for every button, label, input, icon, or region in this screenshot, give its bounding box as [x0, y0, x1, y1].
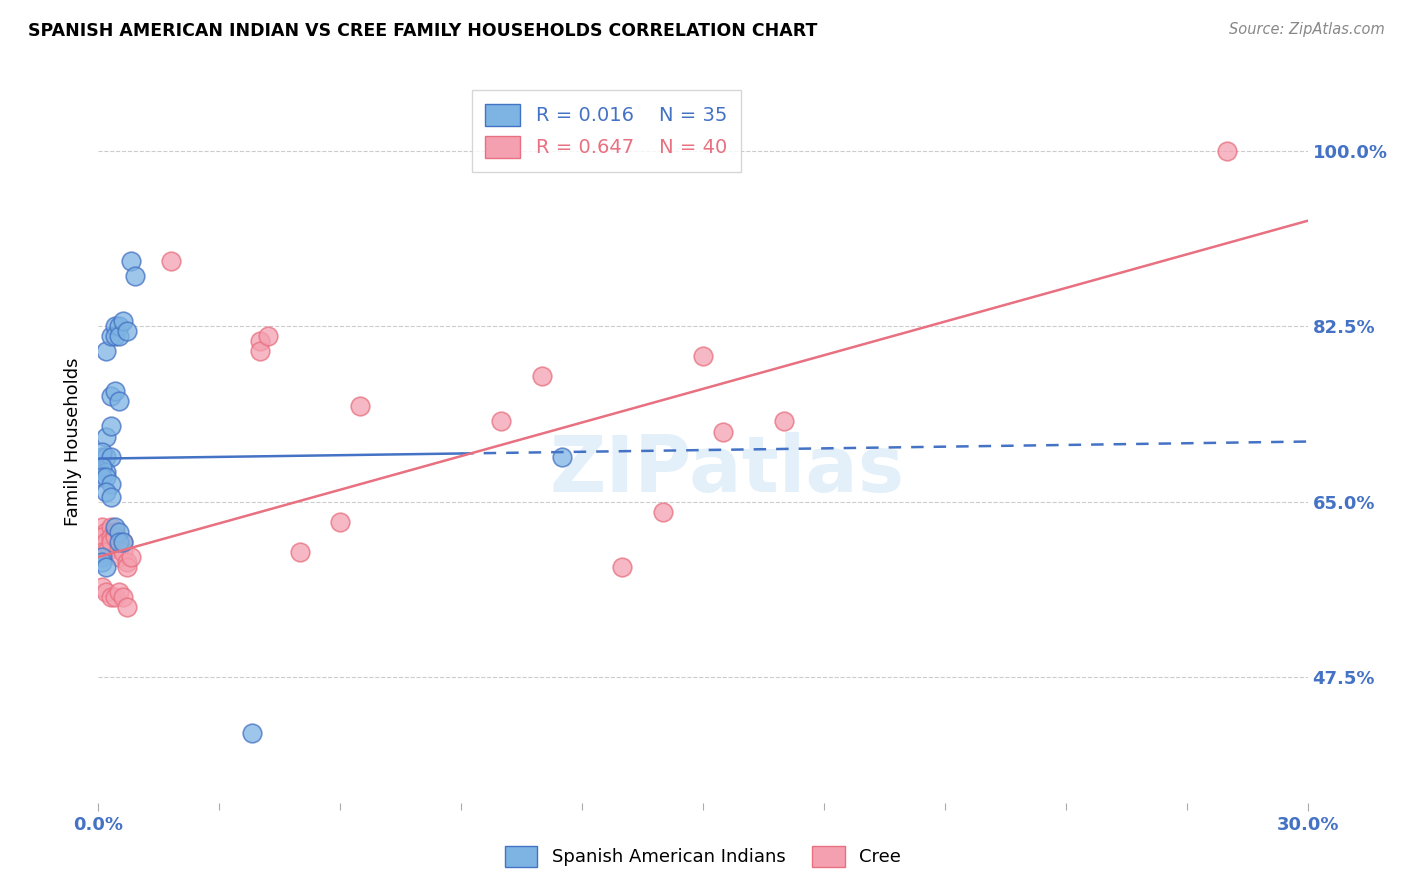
Point: [103, 520, 125, 534]
Point: [115, 600, 138, 615]
Point: [100, 419, 122, 434]
Point: [103, 530, 125, 544]
Point: [115, 555, 138, 569]
Point: [91, 555, 114, 569]
Point: [91, 444, 114, 458]
Point: [96, 450, 118, 464]
Point: [124, 268, 146, 283]
Point: [107, 549, 129, 564]
Point: [103, 319, 125, 334]
Point: [91, 549, 114, 564]
Point: [329, 515, 352, 529]
Point: [115, 560, 138, 574]
Legend: Spanish American Indians, Cree: Spanish American Indians, Cree: [498, 838, 908, 874]
Point: [107, 394, 129, 409]
Point: [551, 450, 574, 464]
Point: [111, 535, 134, 549]
Point: [111, 535, 134, 549]
Point: [107, 524, 129, 539]
Point: [96, 585, 118, 599]
Point: [288, 545, 311, 559]
Point: [96, 344, 118, 359]
Point: [249, 344, 271, 359]
Point: [111, 545, 134, 559]
Text: SPANISH AMERICAN INDIAN VS CREE FAMILY HOUSEHOLDS CORRELATION CHART: SPANISH AMERICAN INDIAN VS CREE FAMILY H…: [28, 22, 817, 40]
Point: [103, 524, 125, 539]
Point: [120, 254, 142, 268]
Y-axis label: Family Households: Family Households: [65, 358, 83, 525]
Point: [107, 585, 129, 599]
Point: [240, 725, 263, 739]
Point: [612, 560, 634, 574]
Point: [91, 530, 114, 544]
Point: [115, 324, 138, 338]
Point: [107, 535, 129, 549]
Point: [100, 530, 122, 544]
Point: [100, 389, 122, 403]
Point: [530, 369, 553, 384]
Text: ZIPatlas: ZIPatlas: [550, 433, 904, 508]
Point: [96, 560, 118, 574]
Point: [96, 484, 118, 499]
Point: [256, 329, 278, 343]
Point: [692, 349, 714, 363]
Point: [96, 429, 118, 443]
Point: [96, 535, 118, 549]
Point: [120, 549, 142, 564]
Point: [91, 459, 114, 474]
Point: [96, 545, 118, 559]
Point: [103, 590, 125, 604]
Point: [100, 329, 122, 343]
Point: [772, 414, 794, 429]
Point: [100, 590, 122, 604]
Point: [100, 450, 122, 464]
Point: [91, 520, 114, 534]
Point: [107, 540, 129, 554]
Point: [96, 469, 118, 483]
Point: [711, 425, 734, 439]
Point: [91, 580, 114, 594]
Point: [103, 329, 125, 343]
Point: [249, 334, 271, 349]
Point: [91, 450, 114, 464]
Point: [491, 414, 513, 429]
Point: [103, 384, 125, 399]
Point: [100, 476, 122, 491]
Point: [100, 520, 122, 534]
Point: [100, 490, 122, 504]
Point: [91, 545, 114, 559]
Point: [111, 314, 134, 328]
Point: [349, 400, 371, 414]
Point: [651, 505, 673, 519]
Point: [96, 465, 118, 479]
Point: [1216, 144, 1239, 158]
Point: [107, 319, 129, 334]
Point: [96, 524, 118, 539]
Point: [111, 590, 134, 604]
Text: Source: ZipAtlas.com: Source: ZipAtlas.com: [1229, 22, 1385, 37]
Point: [160, 254, 183, 268]
Legend: R = 0.016    N = 35, R = 0.647    N = 40: R = 0.016 N = 35, R = 0.647 N = 40: [471, 90, 741, 172]
Point: [100, 535, 122, 549]
Point: [91, 469, 114, 483]
Point: [107, 329, 129, 343]
